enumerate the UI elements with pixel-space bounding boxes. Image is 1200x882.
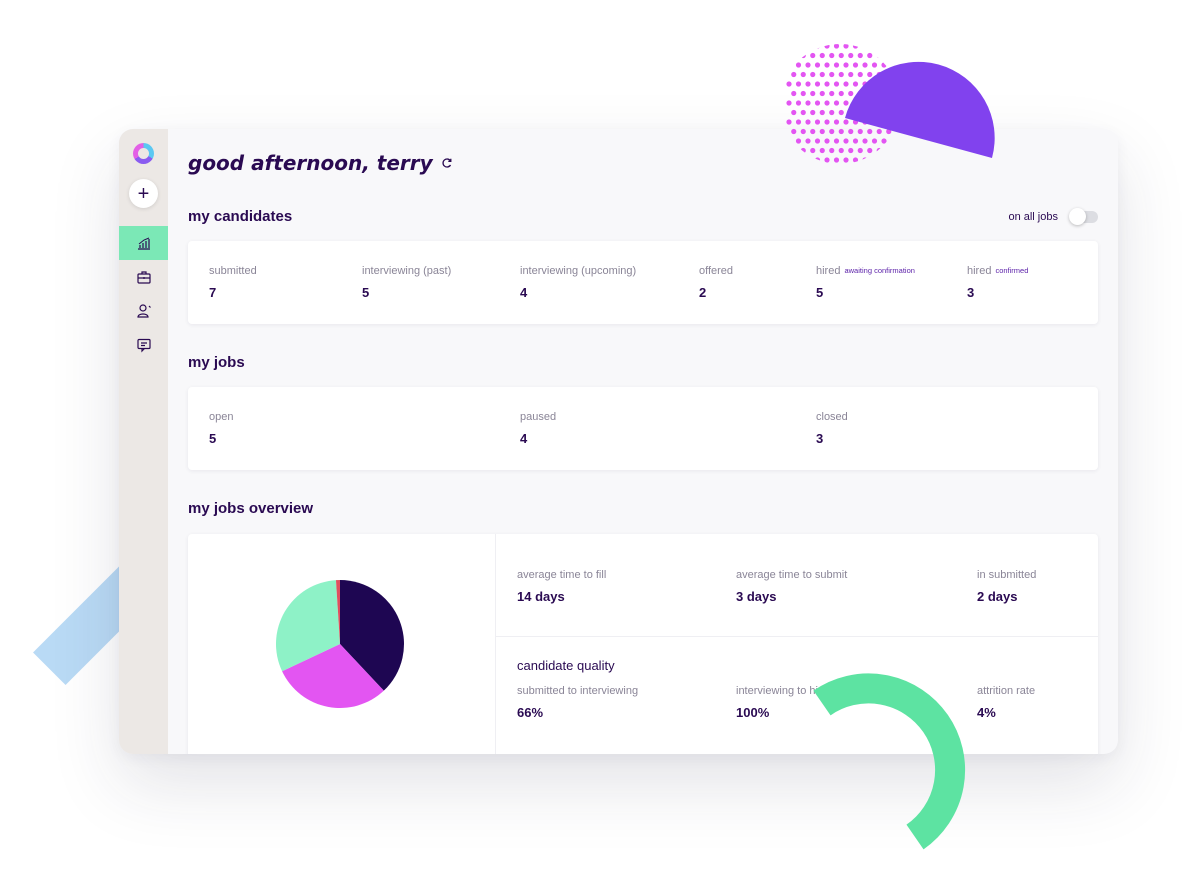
refresh-icon[interactable] [441, 157, 453, 169]
stat-value: 4 [520, 431, 528, 446]
stat-value: 4 [520, 285, 528, 300]
job-stat[interactable]: closed 3 [816, 411, 848, 446]
stat-label: interviewing (upcoming) [520, 265, 637, 277]
dashboard-main: good afternoon, terry my candidates on a… [168, 129, 1118, 754]
greeting-text: good afternoon, terry [188, 151, 433, 175]
time-metric: average time to submit 3 days [736, 569, 847, 604]
add-button[interactable]: + [129, 179, 158, 208]
stat-value: 66% [517, 705, 544, 720]
quality-metric: interviewing to hi 100% [736, 685, 818, 720]
stat-label: in submitted [977, 569, 1037, 581]
pie-slice-3[interactable] [335, 580, 340, 644]
stat-value: 5 [209, 431, 217, 446]
logo-icon[interactable] [133, 143, 154, 164]
messages-icon [136, 338, 151, 353]
pie-slice-2[interactable] [276, 580, 340, 672]
stat-note: confirmed [995, 266, 1029, 275]
stat-value: 4% [977, 705, 996, 720]
candidates-section-title: my candidates [188, 208, 293, 225]
stat-value: 2 [699, 285, 707, 300]
time-metrics-row: average time to fill 14 days average tim… [496, 534, 1098, 637]
toggle-label: on all jobs [1008, 211, 1058, 223]
briefcase-icon [136, 271, 151, 284]
candidate-stat[interactable]: hired confirmed 3 [967, 265, 1028, 300]
pie-slice-1[interactable] [282, 644, 384, 708]
stat-value: 14 days [517, 589, 565, 604]
stat-label: interviewing (past) [362, 265, 452, 277]
dashboard-chart-icon [137, 237, 150, 250]
stat-label: attrition rate [977, 685, 1036, 697]
stat-label: open [209, 411, 234, 423]
greeting-heading: good afternoon, terry [188, 151, 453, 175]
pie-slice-0[interactable] [340, 580, 404, 691]
candidate-stat[interactable]: submitted 7 [209, 265, 257, 300]
jobs-section-title: my jobs [188, 354, 245, 371]
job-stat[interactable]: paused 4 [520, 411, 556, 446]
time-metric: in submitted 2 days [977, 569, 1036, 604]
quality-metric: attrition rate 4% [977, 685, 1035, 720]
jobs-pie-chart [276, 580, 404, 708]
candidate-stat[interactable]: hired awaiting confirmation 5 [816, 265, 915, 300]
stat-label: average time to submit [736, 569, 848, 581]
stat-label: submitted to interviewing [517, 685, 639, 697]
candidate-quality-title: candidate quality [517, 658, 615, 673]
candidates-card: submitted 7 interviewing (past) 5 interv… [188, 241, 1098, 324]
candidate-stat[interactable]: offered 2 [699, 265, 733, 300]
sidebar-item-candidates[interactable] [119, 294, 168, 328]
job-stat[interactable]: open 5 [209, 411, 233, 446]
jobs-card: open 5 paused 4 closed 3 [188, 387, 1098, 470]
candidate-stat[interactable]: interviewing (upcoming) 4 [520, 265, 636, 300]
stat-value: 5 [362, 285, 370, 300]
stat-value: 3 days [736, 589, 777, 604]
stat-value: 5 [816, 285, 824, 300]
stat-note: awaiting confirmation [844, 266, 915, 275]
stat-value: 2 days [977, 589, 1018, 604]
stat-label: interviewing to hi [736, 685, 818, 697]
stat-value: 7 [209, 285, 217, 300]
overview-section-title: my jobs overview [188, 500, 314, 517]
candidate-stat[interactable]: interviewing (past) 5 [362, 265, 451, 300]
sidebar: + [119, 129, 168, 754]
toggle-knob [1069, 208, 1086, 225]
overview-card: average time to fill 14 days average tim… [188, 534, 1098, 754]
quality-metric: submitted to interviewing 66% [517, 685, 638, 720]
stat-label: offered [699, 265, 734, 277]
stat-label: hired confirmed [967, 265, 1029, 277]
time-metric: average time to fill 14 days [517, 569, 606, 604]
all-jobs-toggle[interactable] [1069, 208, 1098, 225]
plus-icon: + [137, 182, 150, 205]
stat-value: 3 [816, 431, 824, 446]
sidebar-item-dashboard[interactable] [119, 226, 168, 260]
stat-label: submitted [209, 265, 257, 277]
stat-value: 100% [736, 705, 770, 720]
sidebar-item-jobs[interactable] [119, 260, 168, 294]
pie-chart-panel [188, 534, 496, 754]
all-jobs-toggle-group: on all jobs [1008, 208, 1098, 225]
sidebar-item-messages[interactable] [119, 328, 168, 362]
stat-label: paused [520, 411, 557, 423]
stat-label: average time to fill [517, 569, 607, 581]
app-window: + [119, 129, 1118, 754]
stat-value: 3 [967, 285, 975, 300]
candidate-person-icon [136, 304, 151, 318]
stat-label: closed [816, 411, 848, 423]
quality-metrics-row: candidate quality submitted to interview… [496, 637, 1098, 740]
stat-label: hired awaiting confirmation [816, 265, 915, 277]
